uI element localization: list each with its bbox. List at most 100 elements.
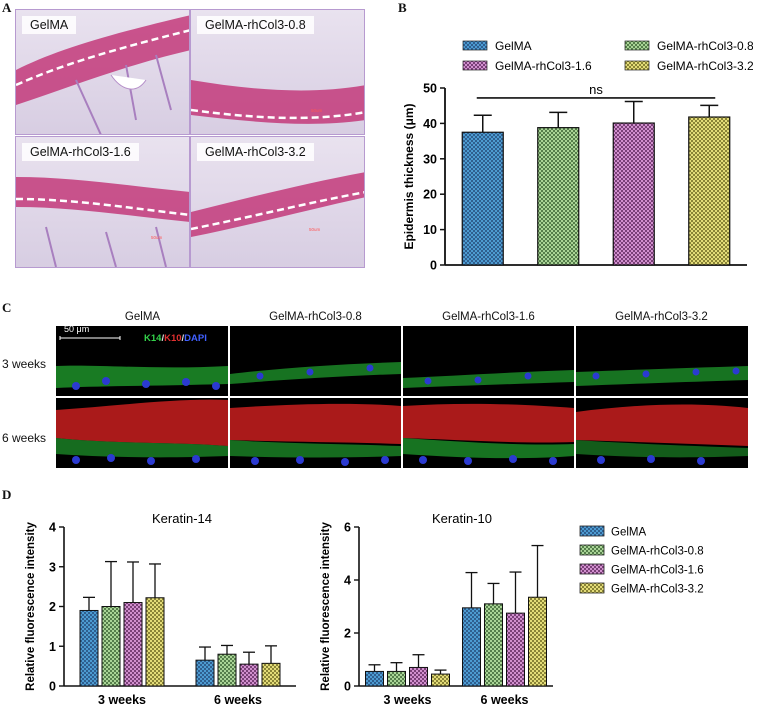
y-tick-label: 0 [344, 680, 351, 694]
legend-label-gelma: GelMA [611, 527, 646, 539]
keratin-charts: Keratin-14 0 1 2 3 4 Relative fluorescence int… [25, 511, 704, 707]
panel-label-d: D [2, 487, 12, 502]
fluorescence-image [56, 398, 228, 468]
y-tick-label: 3 [49, 560, 56, 574]
y-tick-label: 10 [423, 223, 437, 237]
stain-legend: K14/K10/DAPI [144, 333, 207, 344]
fluorescence-graphic [576, 398, 748, 468]
y-tick-label: 30 [423, 152, 437, 166]
bar-gelma-rhcol3-1-6-6-weeks [239, 663, 259, 687]
fluorescence-image [403, 326, 574, 396]
histology-label: GelMA-rhCol3-0.8 [197, 16, 314, 34]
stain-separator: / [161, 333, 165, 344]
legend-label-gelma-rhcol3-0-8: GelMA-rhCol3-0.8 [657, 39, 753, 53]
bar-gelma-rhcol3-3-2-6-weeks [528, 596, 547, 687]
y-tick-label: 20 [423, 188, 437, 202]
bar-gelma-rhcol3-0-8-6-weeks [484, 603, 503, 687]
fluorescence-column-title: GelMA-rhCol3-1.6 [442, 311, 535, 323]
y-tick-label: 1 [49, 640, 56, 654]
y-tick-label: 4 [49, 521, 56, 535]
histology-section-graphic [16, 10, 189, 134]
legend-swatch-gelma-rhcol3-0-8 [579, 544, 605, 556]
bar-gelma-rhcol3-0-8-3-weeks [101, 606, 121, 687]
stain-k14: K14 [144, 333, 162, 344]
x-tick-label: 3 weeks [98, 693, 146, 707]
legend-swatch-gelma-rhcol3-3-2 [579, 582, 605, 594]
epidermis-thickness-chart: GelMA GelMA-rhCol3-0.8 GelMA-rhCol3-1.6 Gel… [402, 39, 753, 273]
y-tick-label: 4 [344, 574, 351, 588]
legend-swatch-gelma [579, 525, 605, 537]
histology-image-gelma-rhcol3-1-6: 50um GelMA-rhCol3-1.6 [15, 136, 190, 268]
bar-gelma-3-weeks [79, 609, 99, 687]
fluorescence-graphic [230, 398, 401, 468]
histology-scale-text: 50um [151, 235, 163, 240]
bar-gelma-rhcol3-1-6-6-weeks [506, 612, 525, 687]
bar-gelma-rhcol3-3-2 [688, 116, 731, 266]
y-axis-title: Relative fluorescence intensity [320, 522, 332, 691]
fluorescence-graphic [230, 326, 401, 396]
fluorescence-graphic [403, 398, 574, 468]
legend-label-gelma-rhcol3-1-6: GelMA-rhCol3-1.6 [611, 565, 704, 577]
fluorescence-graphic [576, 326, 748, 396]
histology-scale-text: 50um [311, 108, 323, 113]
panel-label-a: A [2, 0, 12, 15]
bar-gelma-rhcol3-1-6-3-weeks [123, 602, 143, 687]
legend-label-gelma-rhcol3-0-8: GelMA-rhCol3-0.8 [611, 546, 704, 558]
fluorescence-image [230, 326, 401, 396]
y-tick-label: 6 [344, 521, 351, 535]
chart-title-keratin-14: Keratin-14 [152, 511, 212, 526]
histology-image-gelma-rhcol3-3-2: 50um GelMA-rhCol3-3.2 [190, 136, 365, 268]
bar-gelma-6-weeks [462, 607, 481, 687]
fluorescence-column-title: GelMA-rhCol3-3.2 [615, 311, 708, 323]
legend-swatch-gelma-rhcol3-3-2 [624, 60, 650, 71]
stain-separator: / [181, 333, 185, 344]
x-tick-label: 6 weeks [481, 693, 529, 707]
bar-gelma-rhcol3-0-8-6-weeks [217, 653, 237, 687]
bar-gelma-rhcol3-3-2-6-weeks [261, 662, 281, 687]
bar-gelma-rhcol3-0-8-3-weeks [387, 670, 406, 687]
bar-gelma-rhcol3-3-2-3-weeks [431, 673, 450, 687]
bar-gelma [461, 131, 504, 266]
fluorescence-image: 50 μm K14/K10/DAPI [56, 326, 228, 396]
legend-label-gelma-rhcol3-1-6: GelMA-rhCol3-1.6 [495, 59, 592, 73]
stain-k10: K10 [164, 333, 182, 344]
histology-image-gelma-rhcol3-0-8: 50um GelMA-rhCol3-0.8 [190, 9, 365, 135]
significance-label: ns [589, 82, 603, 97]
chart-title-keratin-10: Keratin-10 [432, 511, 492, 526]
fluorescence-row-label: 3 weeks [2, 357, 47, 371]
y-tick-label: 0 [49, 680, 56, 694]
y-tick-label: 2 [344, 627, 351, 641]
fluorescence-image [403, 398, 574, 468]
x-tick-label: 3 weeks [384, 693, 432, 707]
y-tick-label: 0 [430, 259, 437, 273]
bar-gelma-rhcol3-3-2-3-weeks [145, 597, 165, 687]
x-tick-label: 6 weeks [214, 693, 262, 707]
legend-swatch-gelma [462, 40, 488, 51]
histology-label: GelMA [22, 16, 77, 34]
bar-gelma-3-weeks [365, 670, 384, 687]
fluorescence-row-label: 6 weeks [2, 431, 47, 445]
y-tick-label: 50 [423, 82, 437, 96]
fluorescence-image [230, 398, 401, 468]
histology-image-gelma: GelMA [15, 9, 190, 135]
histology-label: GelMA-rhCol3-1.6 [22, 143, 139, 161]
bar-gelma-rhcol3-1-6-3-weeks [409, 666, 428, 687]
legend-swatch-gelma-rhcol3-1-6 [462, 60, 488, 71]
panel-label-b: B [398, 0, 407, 15]
legend-label-gelma-rhcol3-3-2: GelMA-rhCol3-3.2 [611, 584, 704, 596]
fluorescence-column-title: GelMA-rhCol3-0.8 [269, 311, 362, 323]
bar-gelma-rhcol3-0-8 [537, 127, 580, 266]
fluorescence-graphic [56, 398, 228, 468]
fluorescence-column-title: GelMA [124, 311, 161, 323]
legend-label-gelma: GelMA [495, 39, 532, 53]
legend-label-gelma-rhcol3-3-2: GelMA-rhCol3-3.2 [657, 59, 753, 73]
stain-dapi: DAPI [184, 333, 207, 344]
y-axis-title: Epidermis thickness (μm) [402, 103, 416, 249]
y-tick-label: 40 [423, 117, 437, 131]
bar-gelma-6-weeks [195, 659, 215, 687]
scale-bar-label: 50 μm [64, 326, 90, 334]
fluorescence-image [576, 398, 748, 468]
y-axis-title: Relative fluorescence intensity [25, 522, 37, 691]
fluorescence-graphic [56, 326, 228, 396]
bar-gelma-rhcol3-1-6 [612, 122, 655, 266]
